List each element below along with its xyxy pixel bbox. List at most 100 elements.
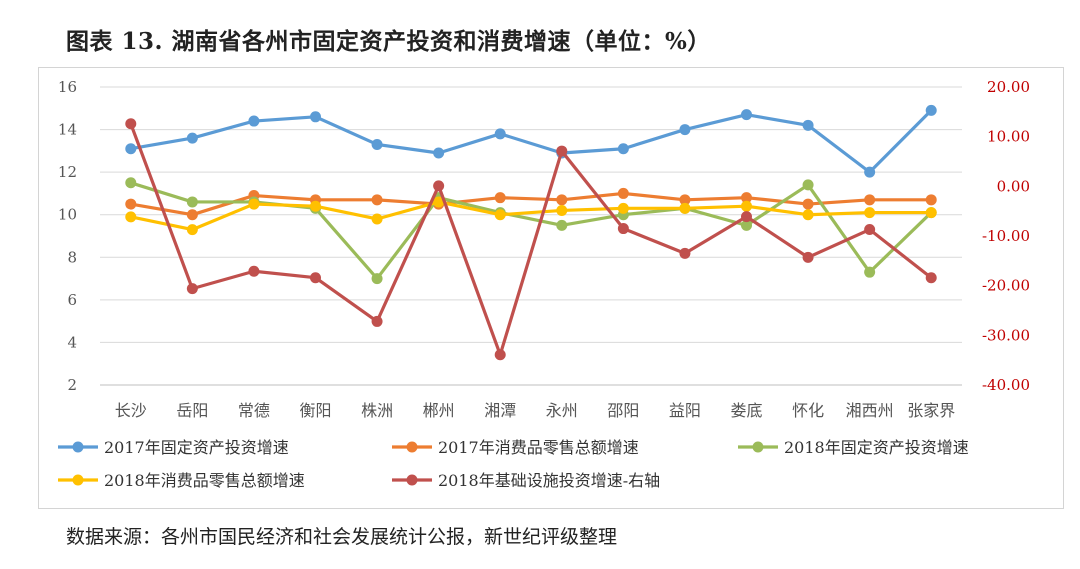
data-point <box>494 192 506 204</box>
legend-marker <box>72 441 84 453</box>
category-label: 株洲 <box>361 401 393 420</box>
category-label: 邵阳 <box>607 401 639 420</box>
data-point <box>802 119 814 131</box>
x-axis: 长沙 岳阳 常德 衡阳 株洲 郴州 湘潭 永州 邵阳 益阳 娄底 怀化 湘西州 张家界 <box>100 384 962 420</box>
data-point <box>864 224 876 236</box>
data-point <box>679 247 691 259</box>
series-5 <box>125 118 937 361</box>
legend-item: 2017年固定资产投资增速 <box>58 438 289 457</box>
left-tick-label: 12 <box>58 163 77 181</box>
data-point <box>371 138 383 150</box>
data-point <box>617 223 629 235</box>
data-point <box>864 194 876 206</box>
right-tick-label: 0.00 <box>997 177 1030 195</box>
category-label: 永州 <box>546 401 578 420</box>
data-point <box>556 204 568 216</box>
chart-title: 图表 13. 湖南省各州市固定资产投资和消费增速（单位：%） <box>66 28 711 55</box>
data-point <box>556 219 568 231</box>
chart-frame <box>38 67 1064 509</box>
category-label: 娄底 <box>730 401 762 420</box>
data-point <box>125 198 137 210</box>
data-point <box>617 187 629 199</box>
series-3 <box>125 177 937 285</box>
right-y-axis: -40.00 -30.00 -20.00 -10.00 0.00 10.00 20.00 <box>982 78 1030 394</box>
legend-label: 2017年消费品零售总额增速 <box>438 438 639 457</box>
data-point <box>494 349 506 361</box>
legend-label: 2018年消费品零售总额增速 <box>104 471 305 490</box>
data-point <box>679 124 691 136</box>
data-point <box>310 272 321 284</box>
data-point <box>556 145 568 157</box>
category-label: 益阳 <box>669 401 701 420</box>
legend-label: 2017年固定资产投资增速 <box>104 438 289 457</box>
left-tick-label: 10 <box>58 206 77 224</box>
data-point <box>556 194 568 206</box>
data-point <box>371 273 383 285</box>
left-tick-label: 4 <box>67 333 77 351</box>
data-point <box>494 209 506 221</box>
data-point <box>310 111 321 123</box>
series-2 <box>125 187 937 221</box>
right-tick-label: 10.00 <box>987 128 1030 146</box>
legend-item: 2018年基础设施投资增速-右轴 <box>392 471 660 490</box>
legend-label: 2018年基础设施投资增速-右轴 <box>438 471 660 490</box>
legend: 2017年固定资产投资增速 2017年消费品零售总额增速 2018年固定资产投资增速… <box>58 438 969 490</box>
data-point <box>186 196 198 208</box>
right-tick-label: 20.00 <box>987 78 1030 96</box>
series-1 <box>125 104 937 178</box>
data-point <box>371 213 383 225</box>
data-point <box>617 143 629 155</box>
data-point <box>925 272 937 284</box>
legend-item: 2018年固定资产投资增速 <box>738 438 969 457</box>
data-point <box>802 251 814 263</box>
data-point <box>125 118 137 130</box>
data-point <box>433 180 445 192</box>
data-point <box>494 128 506 140</box>
data-point <box>741 219 752 231</box>
category-label: 怀化 <box>792 401 824 420</box>
left-tick-label: 2 <box>67 376 77 394</box>
series-group <box>125 104 937 361</box>
category-label: 湘西州 <box>846 401 894 420</box>
data-point <box>617 202 629 214</box>
series-line <box>130 191 932 217</box>
left-y-axis: 2 4 6 8 10 12 14 16 <box>58 78 77 394</box>
data-point <box>310 200 321 212</box>
data-point <box>925 207 937 219</box>
category-label: 衡阳 <box>299 401 331 420</box>
category-label: 常德 <box>238 401 270 420</box>
data-point <box>433 196 445 208</box>
data-point <box>925 104 937 116</box>
left-tick-label: 8 <box>67 248 77 266</box>
series-line <box>129 123 933 357</box>
data-point <box>802 198 814 210</box>
source-note: 数据来源：各州市国民经济和社会发展统计公报，新世纪评级整理 <box>66 526 618 548</box>
data-point <box>186 132 198 144</box>
legend-marker <box>72 474 84 486</box>
data-point <box>925 194 937 206</box>
legend-marker <box>406 441 418 453</box>
legend-marker <box>752 441 764 453</box>
data-point <box>802 209 814 221</box>
series-line <box>130 200 932 232</box>
data-point <box>741 192 752 204</box>
data-point <box>864 207 876 219</box>
right-tick-label: -20.00 <box>982 277 1030 295</box>
data-point <box>433 147 445 159</box>
gridlines <box>100 86 962 386</box>
data-point <box>125 177 137 189</box>
data-point <box>125 211 137 223</box>
data-point <box>248 265 260 277</box>
data-point <box>864 266 876 278</box>
data-point <box>741 109 752 121</box>
data-point <box>186 209 198 221</box>
legend-item: 2018年消费品零售总额增速 <box>58 471 305 490</box>
data-point <box>802 179 814 191</box>
category-label: 岳阳 <box>176 401 208 420</box>
data-point <box>248 198 260 210</box>
category-label: 长沙 <box>115 401 147 420</box>
data-point <box>741 200 752 212</box>
legend-marker <box>406 474 418 486</box>
series-4 <box>125 196 937 236</box>
